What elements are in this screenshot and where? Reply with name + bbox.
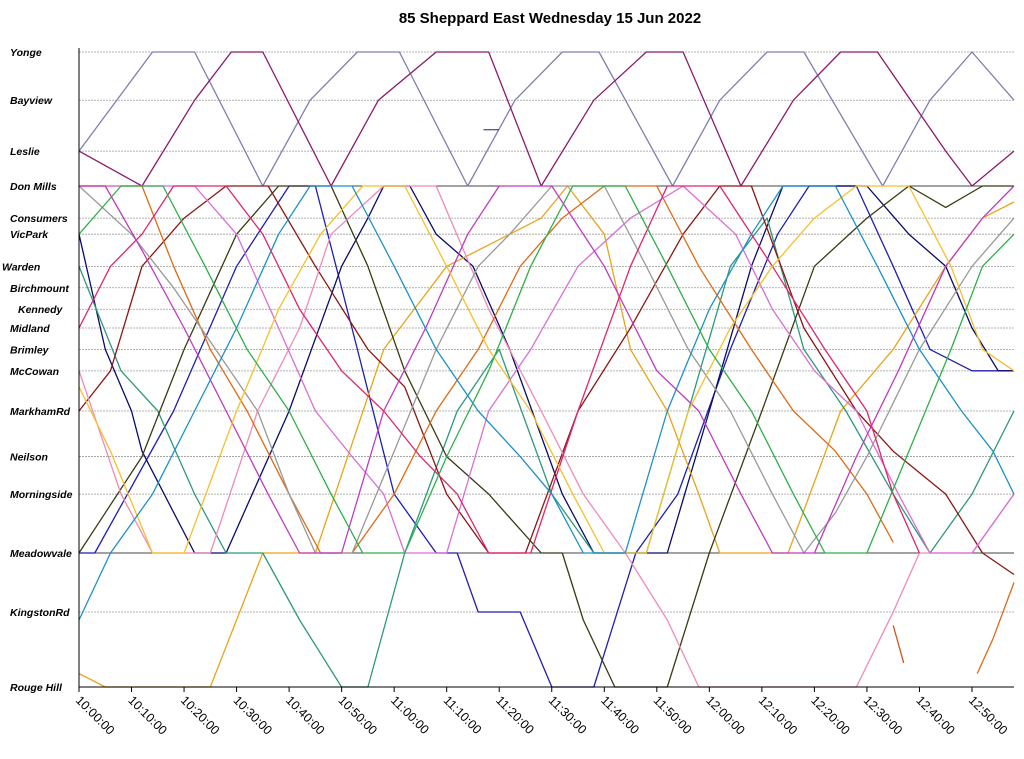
x-tick-label: 11:40:00 — [598, 693, 642, 737]
stop-label: VicPark — [10, 229, 49, 241]
stop-label: Consumers — [10, 213, 68, 225]
x-tick-label: 11:00:00 — [388, 693, 432, 737]
stop-label: Rouge Hill — [10, 682, 63, 694]
stop-label: Meadowvale — [10, 548, 72, 560]
stop-label: Yonge — [10, 47, 42, 59]
vehicle-path-12 — [79, 185, 1015, 554]
stop-label: Morningside — [10, 489, 73, 501]
x-tick-label: 11:50:00 — [651, 693, 695, 737]
vehicle-path-9 — [78, 185, 1014, 688]
stop-label: McCowan — [10, 366, 59, 378]
stop-label: Brimley — [10, 344, 50, 356]
x-tick-label: 10:00:00 — [73, 693, 117, 737]
x-tick-label: 11:10:00 — [441, 693, 485, 737]
vehicle-path-20 — [976, 582, 1015, 674]
vehicle-path-2 — [78, 51, 1015, 187]
vehicle-path-11 — [79, 185, 894, 554]
vehicle-path-19 — [892, 625, 905, 664]
stop-label: Kennedy — [18, 304, 64, 316]
chart-title: 85 Sheppard East Wednesday 15 Jun 2022 — [399, 10, 701, 27]
x-tick-label: 10:10:00 — [125, 693, 169, 737]
vehicle-path-18 — [78, 185, 1015, 554]
x-tick-label: 12:30:00 — [861, 693, 905, 737]
vehicle-path-10 — [78, 185, 1015, 688]
x-tick-label: 12:20:00 — [808, 693, 852, 737]
stop-label: KingstonRd — [10, 607, 70, 619]
vehicle-path-6 — [78, 185, 1015, 688]
stop-label: Birchmount — [10, 283, 69, 295]
x-tick-label: 12:40:00 — [913, 693, 957, 737]
vehicle-path-14 — [78, 185, 920, 554]
x-tick-label: 10:30:00 — [230, 693, 274, 737]
vehicle-path-16 — [78, 185, 1015, 554]
axes — [78, 48, 1014, 688]
stop-label: Neilson — [10, 452, 48, 464]
x-tick-label: 11:20:00 — [493, 693, 537, 737]
vehicle-path-7 — [78, 217, 1015, 688]
x-tick-label: 10:50:00 — [336, 693, 380, 737]
vehicle-path-13 — [78, 185, 1015, 554]
stop-gridlines — [79, 51, 1014, 688]
vehicle-path-8 — [78, 185, 1015, 576]
vehicle-path-4 — [79, 185, 1014, 688]
x-tick-label: 12:50:00 — [966, 693, 1010, 737]
vehicle-path-1 — [78, 51, 1015, 187]
time-tick-labels: 10:00:00 10:10:00 10:20:00 10:30:00 10:40:00… — [73, 687, 1010, 738]
stop-label: MarkhamRd — [10, 406, 71, 418]
x-tick-label: 12:10:00 — [756, 693, 800, 737]
vehicle-path-15 — [79, 185, 1015, 554]
x-tick-label: 10:20:00 — [178, 693, 222, 737]
stop-label: Leslie — [10, 146, 40, 158]
stop-label: Warden — [2, 261, 40, 273]
x-tick-label: 11:30:00 — [546, 693, 590, 737]
x-tick-label: 12:00:00 — [703, 693, 747, 737]
stop-label: Don Mills — [10, 181, 57, 193]
vehicle-path-17 — [78, 185, 1015, 621]
stop-label: Bayview — [10, 95, 53, 107]
vehicle-trajectories — [78, 51, 1015, 688]
stop-labels: Yonge Bayview Leslie Don Mills Consumers VicP… — [2, 47, 73, 694]
stop-label: Midland — [10, 323, 50, 335]
x-tick-label: 10:40:00 — [283, 693, 327, 737]
